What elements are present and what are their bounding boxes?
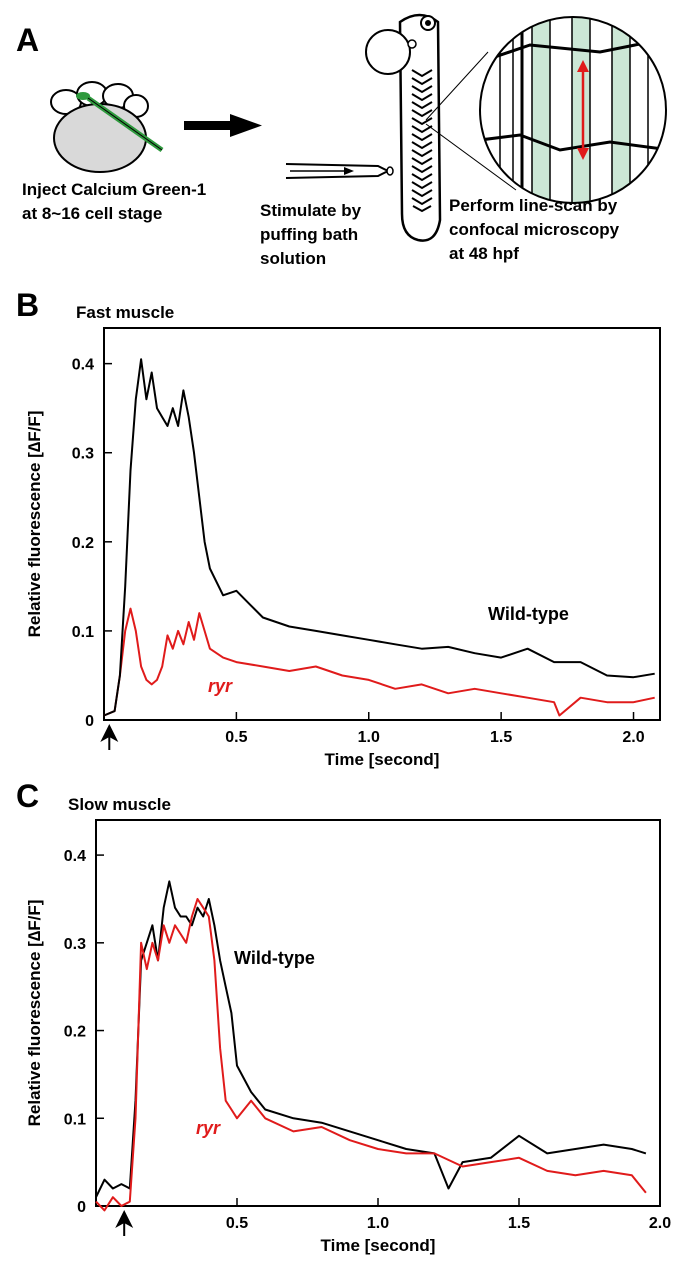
step-inject-line-2: at 8~16 cell stage — [22, 204, 163, 223]
embryo-illustration — [50, 81, 164, 173]
stimulus-arrow-head — [115, 1210, 134, 1228]
y-tick-label: 0 — [77, 1199, 86, 1216]
series-label-ryr: ryr — [208, 676, 233, 696]
series-line-ryr — [103, 607, 655, 717]
x-axis-label: Time [second] — [321, 1236, 436, 1255]
x-tick-label: 2.0 — [622, 729, 644, 746]
series-line-wild-type — [103, 358, 655, 717]
panel-a-illustration — [50, 13, 667, 242]
y-tick-label: 0.1 — [72, 624, 94, 641]
yolk-cell — [53, 103, 147, 173]
y-axis-label: Relative fluorescence [∆F/F] — [25, 411, 44, 638]
y-tick-label: 0.4 — [72, 357, 94, 374]
x-tick-label: 0.5 — [225, 729, 247, 746]
stimulus-arrow-head — [100, 724, 119, 742]
y-tick-label: 0.1 — [64, 1111, 86, 1128]
step-stimulate-label: Stimulate by puffing bath solution — [260, 199, 361, 271]
series-label-wild-type: Wild-type — [488, 604, 569, 624]
step-inject-label: Inject Calcium Green-1 at 8~16 cell stag… — [22, 178, 206, 226]
slow-muscle-chart: Slow muscle 0 0.1 0.2 0.3 0.4 0.5 1.0 1.5 2.0 Time… — [25, 795, 671, 1255]
y-axis-label: Relative fluorescence [∆F/F] — [25, 900, 44, 1127]
panel-letter-b: B — [16, 287, 40, 323]
series-line-wild-type — [95, 880, 647, 1198]
series-label-ryr: ryr — [196, 1118, 221, 1138]
puffing-pipette — [285, 163, 394, 179]
y-tick-label: 0.3 — [64, 936, 86, 953]
y-tick-label: 0 — [85, 713, 94, 730]
panel-letter-c: C — [16, 778, 40, 814]
panel-letter-a: A — [16, 22, 40, 58]
y-tick-label: 0.2 — [72, 535, 94, 552]
y-tick-label: 0.3 — [72, 446, 94, 463]
zoom-line-top — [425, 51, 489, 121]
step-linescan-line-3: at 48 hpf — [449, 244, 519, 263]
step-stimulate-line-2: puffing bath — [260, 225, 359, 244]
series-line-ryr — [95, 898, 647, 1212]
step-stimulate-line-3: solution — [260, 249, 327, 268]
y-tick-label: 0.2 — [64, 1024, 86, 1041]
step-inject-line-1: Inject Calcium Green-1 — [22, 180, 207, 199]
plot-frame — [103, 327, 661, 721]
x-tick-label: 1.0 — [358, 729, 380, 746]
series-label-wild-type: Wild-type — [234, 948, 315, 968]
x-tick-label: 0.5 — [226, 1215, 248, 1232]
magnifier-ring — [479, 16, 667, 204]
dye-injection-spot — [76, 92, 90, 100]
y-tick-label: 0.4 — [64, 848, 86, 865]
step-linescan-line-1: Perform line-scan by — [449, 196, 618, 215]
injection-needle-outline — [87, 97, 163, 151]
step-linescan-line-2: confocal microscopy — [449, 220, 620, 239]
x-tick-label: 1.5 — [490, 729, 512, 746]
x-tick-label: 2.0 — [649, 1215, 671, 1232]
x-tick-label: 1.5 — [508, 1215, 530, 1232]
x-axis-label: Time [second] — [325, 750, 440, 769]
chart-title: Fast muscle — [76, 303, 174, 322]
process-arrow — [184, 114, 262, 137]
step-linescan-label: Perform line-scan by confocal microscopy… — [449, 194, 619, 266]
step-stimulate-line-1: Stimulate by — [260, 201, 362, 220]
x-tick-label: 1.0 — [367, 1215, 389, 1232]
magnified-muscle-view — [480, 17, 666, 203]
zoom-line-bottom — [425, 123, 517, 191]
chart-title: Slow muscle — [68, 795, 171, 814]
fast-muscle-chart: Fast muscle 0 0.1 0.2 0.3 0.4 0.5 1.0 1.5 2.0 Time… — [25, 303, 661, 769]
larva-illustration — [365, 13, 442, 242]
